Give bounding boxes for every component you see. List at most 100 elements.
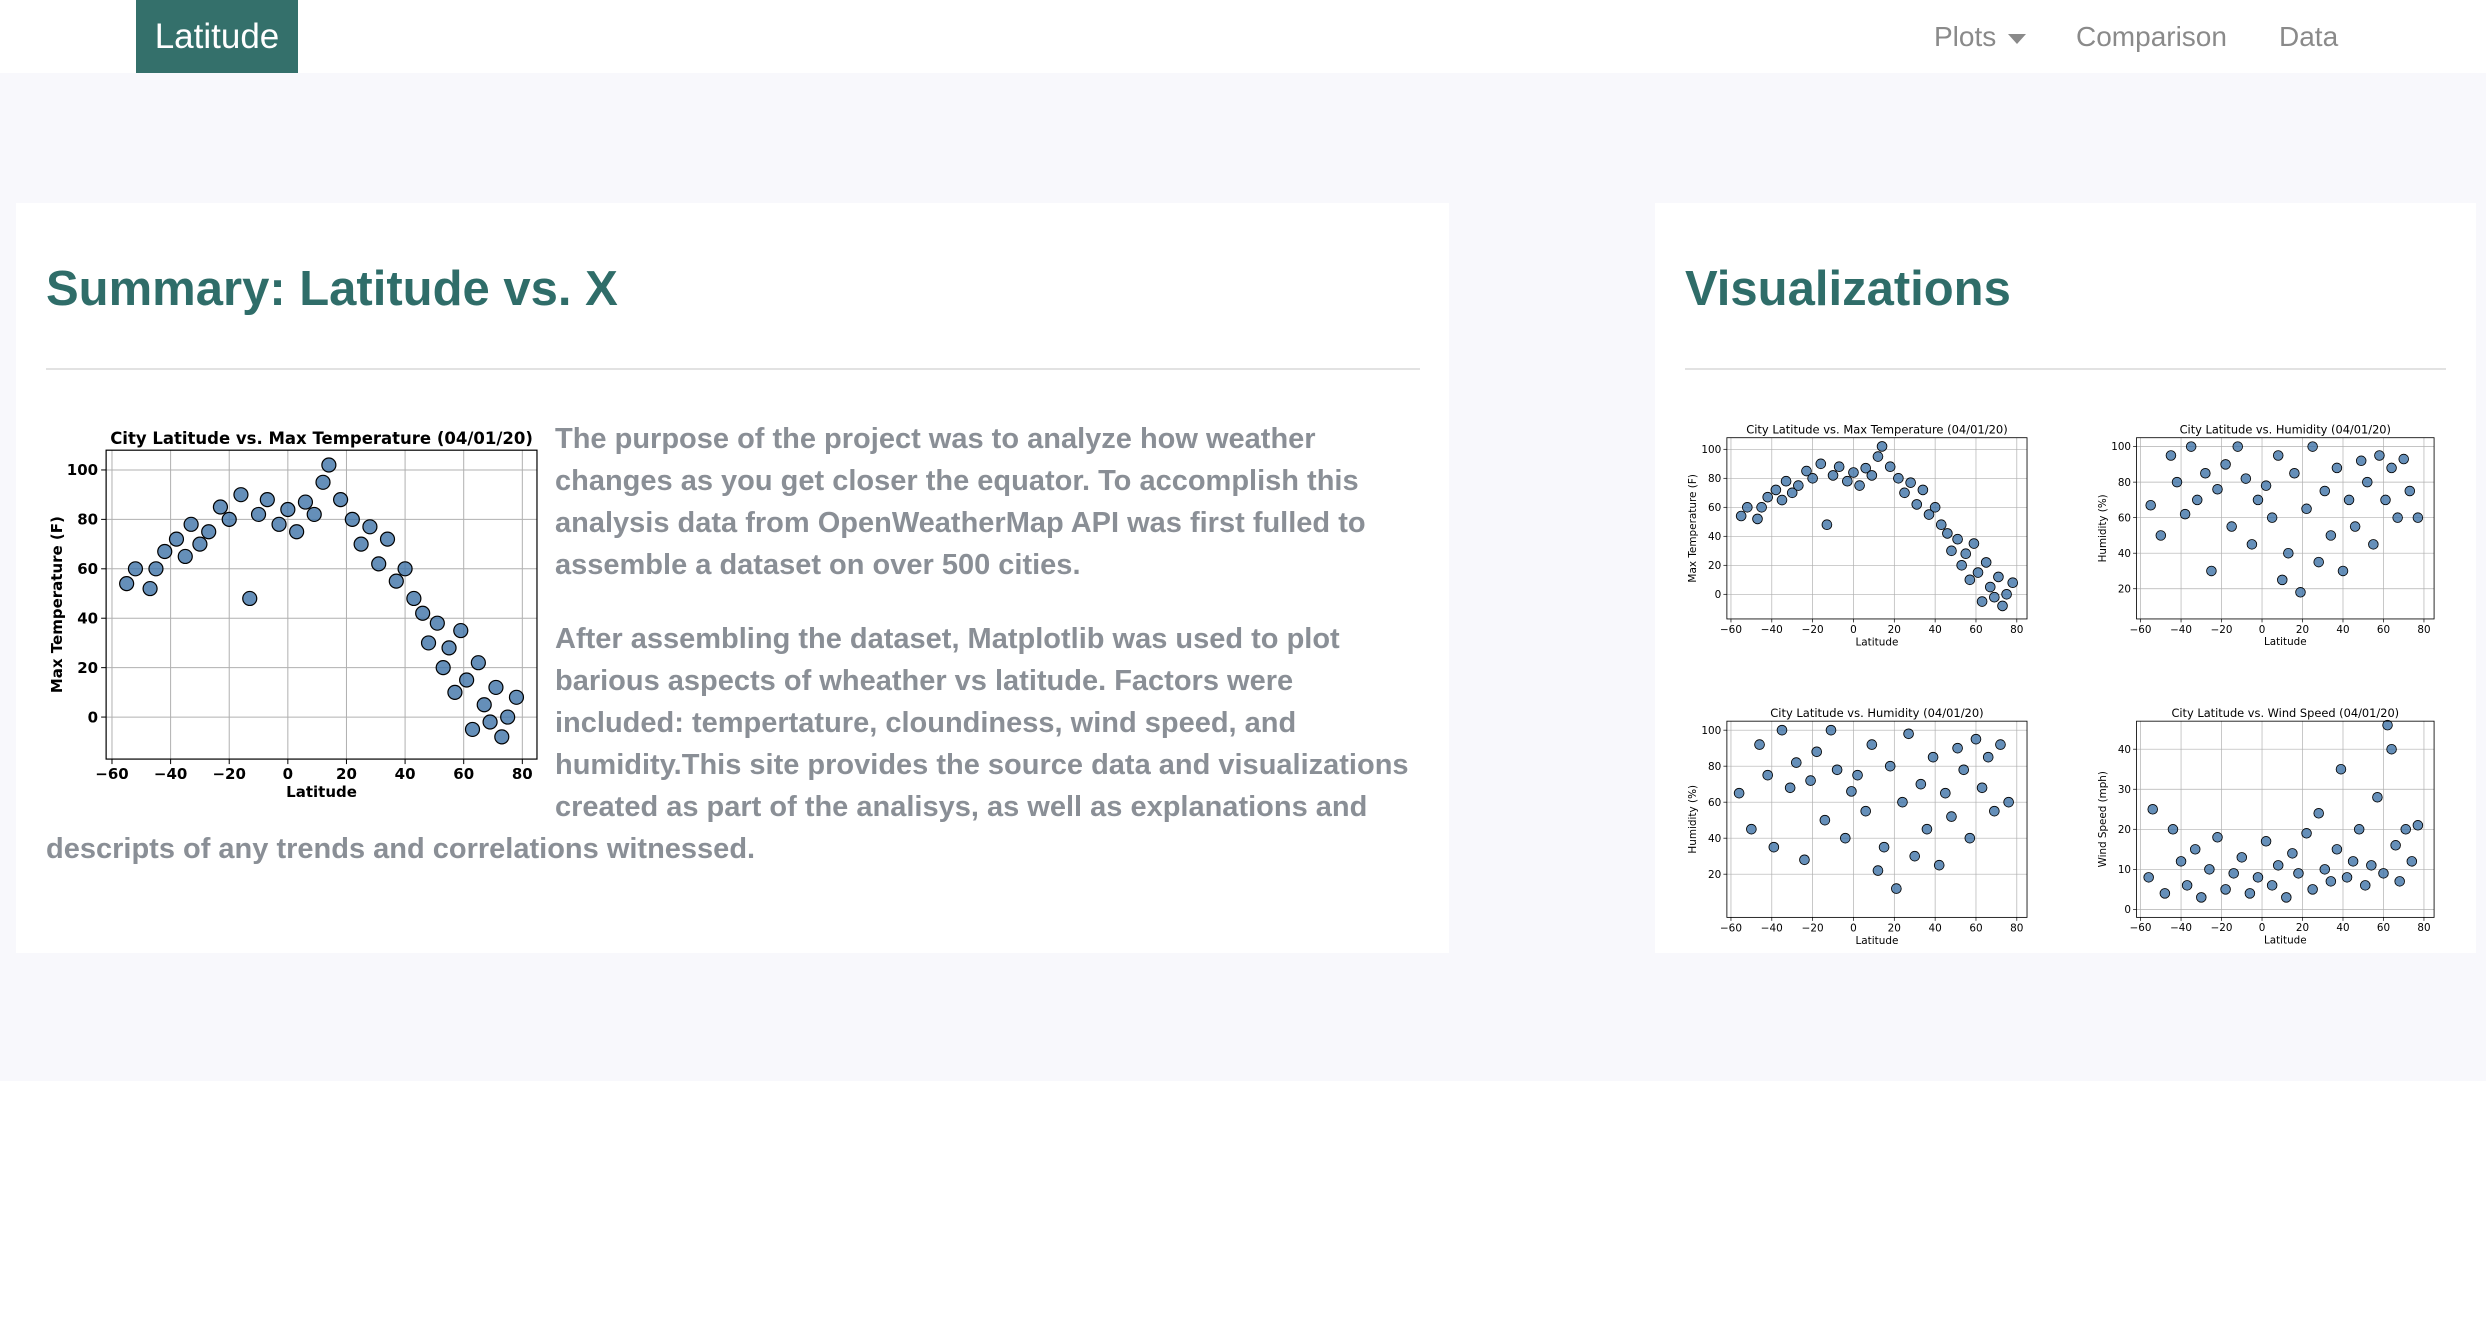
nav-label[interactable]: Plots [1934,21,1997,52]
point [1854,480,1865,491]
point [1833,461,1845,473]
x-tick-label: −20 [2211,922,2233,934]
divider [1685,368,2446,370]
paragraph: After assembling the dataset, Matplotlib… [46,623,1409,865]
point [1958,764,1970,776]
point [1897,796,1908,808]
chart: City Latitude vs. Max Temperature (04/01… [48,429,538,801]
point [2331,462,2343,474]
x-axis-label: Latitude [2264,935,2307,947]
x-tick-label: 60 [1969,624,1982,636]
nav-plots[interactable]: Plots [1934,0,2027,73]
point [1946,811,1957,822]
point [1786,487,1798,499]
chart[interactable]: City Latitude vs. Max Temperature (04/01… [1685,420,2034,650]
point [1946,545,1957,557]
point [1860,462,1872,474]
point [2406,856,2418,867]
point [1793,480,1804,491]
point [1997,600,2008,612]
point [1917,484,1929,496]
point [1825,724,1837,736]
point [2200,467,2211,479]
point [192,536,208,552]
point [1791,757,1802,768]
point [1911,499,1923,510]
point [2341,872,2353,883]
point [1784,782,1796,794]
point [1878,841,1890,853]
point [464,721,481,738]
y-tick-label: 80 [77,511,98,529]
y-tick-label: 60 [77,560,98,578]
y-tick-label: 0 [88,708,98,726]
point [2362,476,2373,488]
point [2145,499,2156,511]
point [2349,521,2361,532]
point [2179,508,2191,520]
x-tick-label: 20 [2296,624,2309,636]
point [2313,808,2324,819]
y-axis-label: Max Temperature (F) [1687,474,1699,582]
plot-frame [2136,437,2435,620]
point [2206,565,2217,577]
point [429,615,445,631]
point [306,506,322,523]
chart[interactable]: City Latitude vs. Wind Speed (04/01/20) −… [2095,702,2441,951]
y-tick-label: 100 [1701,444,1721,456]
y-tick-label: 100 [1701,725,1721,737]
x-tick-label: 80 [2010,624,2023,636]
x-tick-label: 20 [336,765,357,783]
y-tick-label: 10 [2118,864,2131,876]
point [371,556,387,572]
point [2007,577,2019,588]
y-tick-label: 0 [2124,904,2131,916]
y-tick-label: 20 [77,659,98,677]
y-tick-label: 20 [2118,824,2131,836]
y-tick-label: 40 [2118,548,2131,560]
point [1952,533,1963,545]
point [2246,539,2258,550]
chart[interactable]: City Latitude vs. Humidity (04/01/20) −60… [2095,420,2441,650]
nav-comparison[interactable]: Comparison [2076,21,2227,52]
brand[interactable]: Latitude [136,0,298,73]
point [2165,450,2177,461]
y-tick-label: 40 [77,609,98,627]
point [2404,485,2416,497]
chart-title: City Latitude vs. Max Temperature (04/01… [1746,423,2008,437]
point [1884,461,1896,473]
point [2281,892,2292,903]
point [1942,528,1953,539]
point [1811,746,1823,758]
point [1976,596,1988,607]
point [2307,441,2318,452]
point [1754,739,1765,750]
point [2374,450,2385,461]
nav-data[interactable]: Data [2279,21,2339,52]
point [2307,884,2318,895]
x-tick-label: 40 [2336,922,2349,934]
x-tick-label: 60 [2377,922,2390,934]
point [447,684,463,700]
point [488,679,504,696]
point [388,573,404,589]
y-tick-label: 80 [2118,477,2131,489]
chart-title: City Latitude vs. Wind Speed (04/01/20) [2171,706,2399,720]
point [453,622,469,639]
point [271,516,287,532]
point [1762,491,1774,503]
point [494,729,510,745]
y-tick-label: 20 [1708,560,1721,572]
y-tick-label: 100 [67,461,98,479]
chart[interactable]: City Latitude vs. Humidity (04/01/20) −60… [1685,702,2034,951]
point [2283,547,2294,559]
x-tick-label: 80 [2417,922,2430,934]
point [1746,823,1757,835]
point [1984,581,1996,593]
point [406,590,422,607]
point [482,714,498,730]
y-tick-label: 0 [1715,589,1722,601]
y-tick-label: 20 [2118,583,2131,595]
point [1976,782,1988,794]
point [2335,763,2347,775]
